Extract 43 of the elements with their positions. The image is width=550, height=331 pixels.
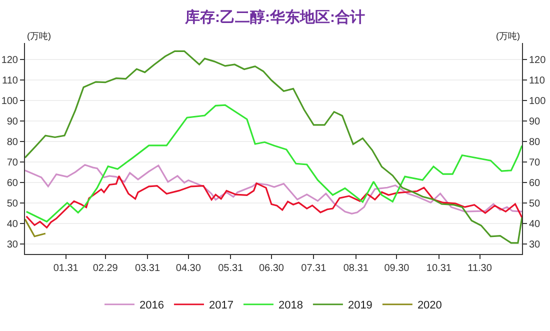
legend-label: 2017	[208, 300, 234, 312]
y-tick-label: 30	[6, 239, 18, 250]
y2-axis-title: (万吨)	[496, 31, 520, 41]
x-tick-label: 06.30	[258, 263, 284, 274]
y-tick-label: 90	[6, 116, 18, 128]
y2-tick-label: 120	[529, 54, 546, 66]
legend-label: 2019	[348, 300, 372, 312]
y2-tick-label: 30	[529, 239, 541, 250]
y-tick-label: 40	[6, 218, 18, 230]
x-tick-label: 05.31	[218, 263, 244, 274]
y-tick-label: 110	[2, 75, 18, 86]
line-series	[25, 164, 522, 214]
legend-label: 2020	[417, 300, 442, 312]
chart-title: 库存:乙二醇:华东地区:合计	[184, 8, 365, 26]
y-axis-title: (万吨)	[27, 31, 51, 41]
y2-tick-label: 60	[529, 178, 541, 189]
y-tick-label: 60	[6, 178, 18, 189]
x-tick-label: 04.30	[176, 263, 202, 274]
line-series	[26, 104, 522, 222]
y-tick-label: 120	[1, 54, 18, 66]
y2-tick-label: 50	[529, 198, 541, 210]
x-tick-label: 07.31	[301, 263, 327, 274]
y2-tick-label: 110	[529, 75, 546, 86]
y-tick-label: 80	[6, 136, 18, 148]
line-series	[26, 175, 522, 228]
y-tick-label: 50	[6, 198, 18, 210]
y-tick-label: 70	[6, 157, 18, 168]
legend-label: 2016	[140, 300, 164, 312]
y2-tick-label: 40	[529, 218, 541, 230]
y-tick-label: 100	[1, 96, 18, 107]
y2-tick-label: 90	[529, 116, 541, 128]
x-tick-label: 08.31	[343, 263, 369, 274]
y2-tick-label: 80	[529, 136, 541, 148]
y2-tick-label: 70	[529, 157, 541, 168]
x-tick-label: 02.29	[92, 263, 118, 274]
y2-tick-label: 100	[529, 96, 546, 107]
x-tick-label: 09.30	[384, 263, 410, 274]
x-tick-label: 11.30	[468, 263, 492, 274]
x-tick-label: 03.31	[135, 263, 160, 274]
legend-label: 2018	[278, 300, 303, 312]
line-series	[25, 50, 522, 244]
x-tick-label: 01.31	[53, 263, 79, 274]
x-tick-label: 10.31	[426, 263, 452, 274]
